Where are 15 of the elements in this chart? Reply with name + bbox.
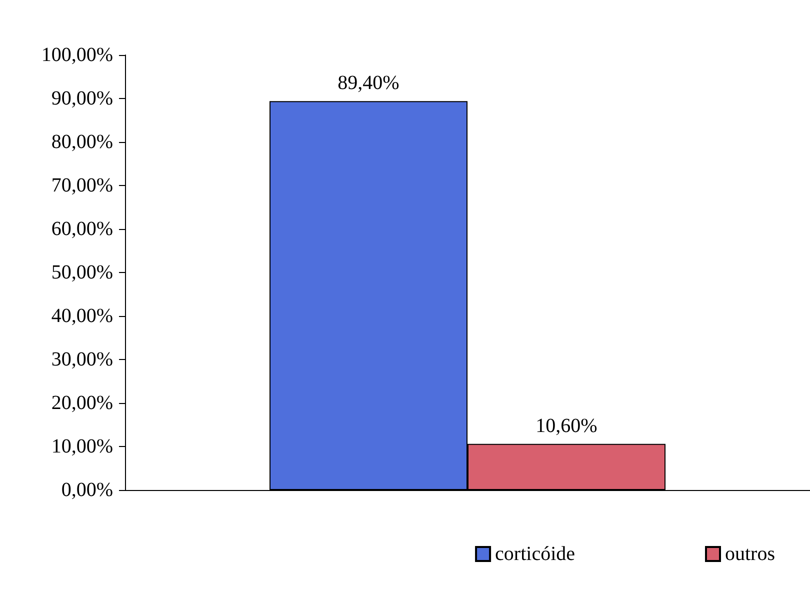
y-tick-label: 90,00%	[51, 88, 113, 110]
data-label: 10,60%	[536, 414, 598, 437]
legend-label: outros	[725, 543, 776, 565]
y-tick-label: 40,00%	[51, 305, 113, 327]
y-tick-label: 60,00%	[51, 218, 113, 240]
y-tick-label: 20,00%	[51, 392, 113, 414]
y-tick-label: 80,00%	[51, 131, 113, 153]
y-tick-label: 0,00%	[61, 479, 113, 501]
y-tick-label: 50,00%	[51, 262, 113, 284]
legend-label: corticóide	[495, 543, 576, 565]
data-label: 89,40%	[338, 72, 400, 94]
y-tick-label: 100,00%	[41, 44, 113, 66]
y-tick-label: 70,00%	[51, 174, 113, 196]
y-tick-label: 10,00%	[51, 436, 113, 458]
y-tick-label: 30,00%	[51, 348, 113, 370]
